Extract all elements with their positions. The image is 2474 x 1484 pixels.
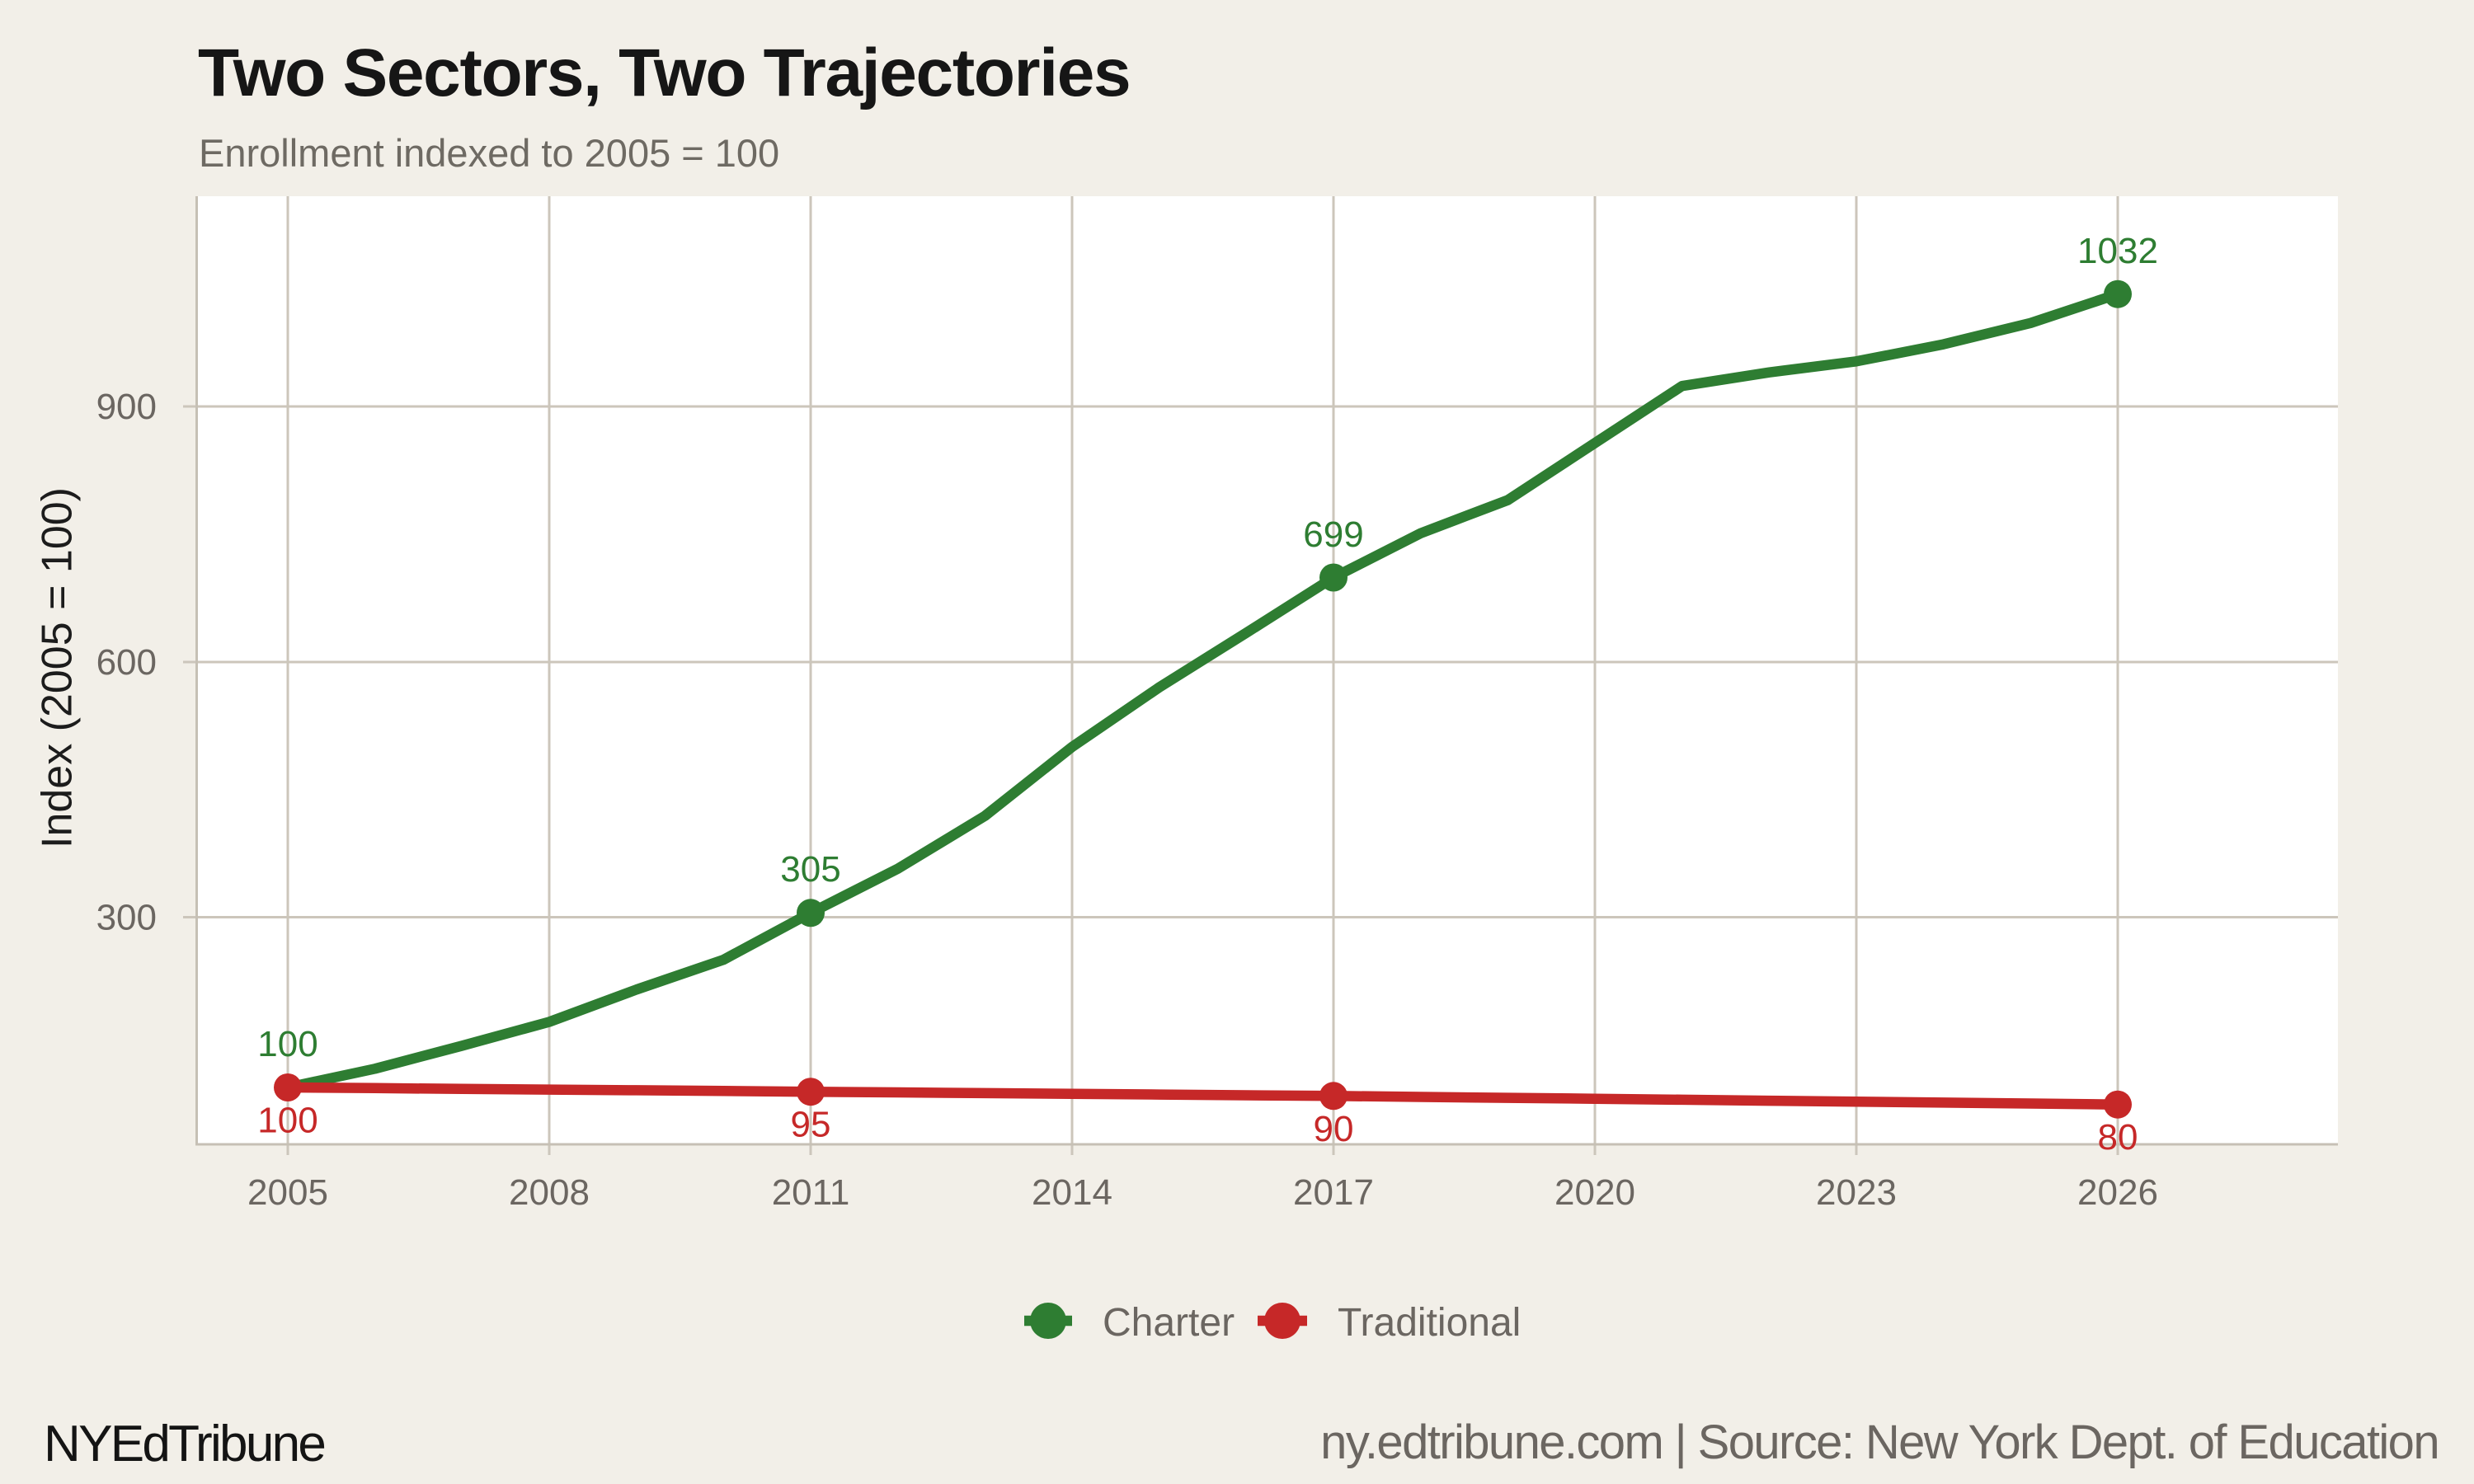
svg-text:900: 900	[96, 387, 157, 427]
svg-text:2020: 2020	[1554, 1172, 1635, 1213]
svg-text:2011: 2011	[772, 1172, 850, 1213]
svg-text:699: 699	[1303, 514, 1363, 555]
svg-text:NYEdTribune: NYEdTribune	[44, 1416, 324, 1472]
svg-text:Enrollment indexed to 2005 = 1: Enrollment indexed to 2005 = 100	[199, 131, 779, 175]
svg-text:2017: 2017	[1293, 1172, 1374, 1213]
svg-text:2005: 2005	[247, 1172, 328, 1213]
svg-text:ny.edtribune.com | Source: New: ny.edtribune.com | Source: New York Dept…	[1320, 1416, 2439, 1469]
svg-text:305: 305	[780, 849, 840, 890]
svg-text:Two Sectors, Two Trajectories: Two Sectors, Two Trajectories	[198, 35, 1130, 110]
svg-text:100: 100	[257, 1024, 317, 1064]
svg-text:Charter: Charter	[1103, 1301, 1235, 1345]
svg-text:100: 100	[257, 1101, 317, 1141]
svg-text:600: 600	[96, 642, 157, 683]
svg-text:300: 300	[96, 898, 157, 938]
svg-text:Index (2005 = 100): Index (2005 = 100)	[34, 487, 82, 848]
svg-text:80: 80	[2098, 1117, 2138, 1158]
svg-text:1032: 1032	[2077, 231, 2158, 271]
svg-text:2026: 2026	[2077, 1172, 2158, 1213]
svg-text:2023: 2023	[1816, 1172, 1897, 1213]
svg-text:90: 90	[1314, 1109, 1354, 1149]
svg-text:95: 95	[791, 1105, 831, 1145]
svg-text:2008: 2008	[509, 1172, 590, 1213]
svg-text:2014: 2014	[1032, 1172, 1112, 1213]
svg-text:Traditional: Traditional	[1338, 1301, 1521, 1345]
